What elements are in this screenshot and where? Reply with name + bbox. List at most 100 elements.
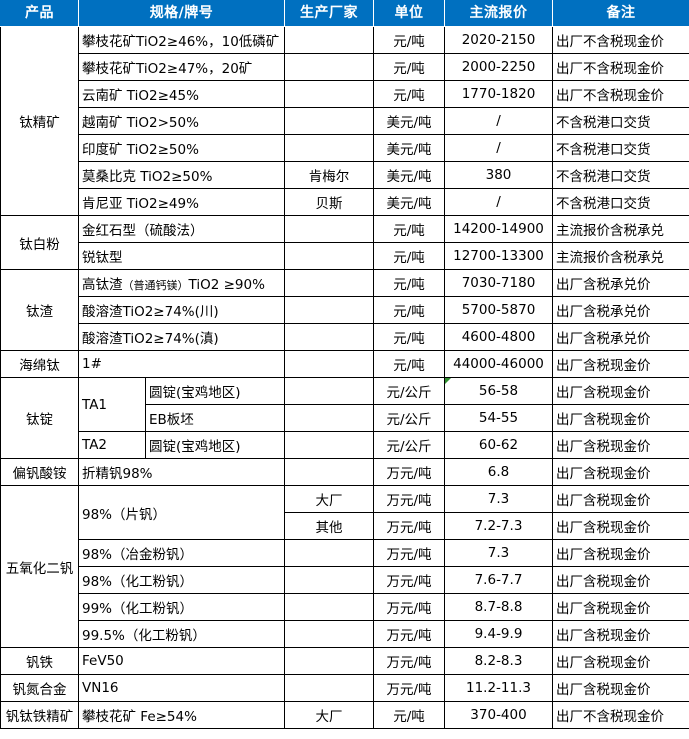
table-row: 云南矿 TiO2≥45% 元/吨 1770-1820 出厂不含税现金价 [1, 80, 689, 108]
table-row: 钛渣 高钛渣（普通钙镁）TiO2 ≥90% 元/吨 7030-7180 出厂含税承兑价 [0, 269, 689, 351]
unit-cell: 美元/吨 [373, 188, 445, 216]
spec-cell: 酸溶渣TiO2≥74%(滇) [78, 323, 285, 351]
product-name-cell: 偏钒酸铵 [0, 458, 79, 486]
remark-cell: 不含税港口交货 [552, 188, 689, 216]
unit-cell: 元/公斤 [373, 404, 445, 432]
manufacturer-cell: 肯梅尔 [284, 161, 374, 189]
remark-cell: 出厂含税承兑价 [552, 269, 689, 297]
price-cell: 4600-4800 [444, 323, 553, 351]
spec-cell: 圆锭(宝鸡地区) [145, 431, 285, 459]
unit-cell: 元/吨 [373, 80, 445, 108]
remark-cell: 出厂不含税现金价 [552, 80, 689, 108]
unit-cell: 万元/吨 [373, 593, 445, 621]
spec-qualifier: （普通钙镁） [122, 279, 189, 292]
spec-cell: 金红石型（硫酸法） [78, 215, 285, 243]
manufacturer-cell: 大厂 [284, 485, 374, 513]
manufacturer-cell [284, 566, 374, 594]
table-row: 钛精矿 攀枝花矿TiO2≥46%，10低磷矿 元/吨 2020-2150 出厂不含税现金… [0, 26, 689, 216]
unit-cell: 元/吨 [373, 215, 445, 243]
remark-cell: 出厂含税现金价 [552, 458, 689, 486]
remark-cell: 出厂含税现金价 [552, 620, 689, 648]
product-name-cell: 钒铁 [0, 647, 79, 675]
unit-cell: 元/公斤 [373, 431, 445, 459]
table-body: 钛精矿 攀枝花矿TiO2≥46%，10低磷矿 元/吨 2020-2150 出厂不含税现金… [0, 26, 689, 729]
column-header-price: 主流报价 [444, 0, 553, 27]
product-name-cell: 五氧化二钒 [0, 485, 79, 648]
unit-cell: 元/吨 [373, 350, 445, 378]
table-row: 98%（化工粉钒） 万元/吨 7.6-7.7 出厂含税现金价 [1, 566, 689, 594]
manufacturer-cell [284, 674, 374, 702]
product-name-cell: 钒钛铁精矿 [0, 701, 79, 729]
spec-cell: 越南矿 TiO2>50% [78, 107, 285, 135]
remark-cell: 不含税港口交货 [552, 107, 689, 135]
unit-cell: 万元/吨 [373, 620, 445, 648]
manufacturer-cell [284, 620, 374, 648]
manufacturer-cell [284, 269, 374, 297]
price-cell: 56-58 [444, 377, 553, 405]
price-cell: 5700-5870 [444, 296, 553, 324]
spec-cell: 云南矿 TiO2≥45% [78, 80, 285, 108]
unit-cell: 万元/吨 [373, 647, 445, 675]
table-row: 钛白粉 金红石型（硫酸法） 元/吨 14200-14900 主流报价含税承兑 [0, 215, 689, 270]
spec-main: 高钛渣 [82, 277, 123, 293]
table-row: 越南矿 TiO2>50% 美元/吨 / 不含税港口交货 [1, 107, 689, 135]
column-header-remark: 备注 [552, 0, 689, 27]
spec-cell: 98%（冶金粉钒） [78, 539, 285, 567]
spec-cell: FeV50 [78, 647, 285, 675]
remark-cell: 主流报价含税承兑 [552, 242, 689, 270]
remark-cell: 出厂含税现金价 [552, 674, 689, 702]
table-row: 98%（冶金粉钒） 万元/吨 7.3 出厂含税现金价 [1, 539, 689, 567]
unit-cell: 美元/吨 [373, 134, 445, 162]
price-cell: 8.2-8.3 [444, 647, 553, 675]
table-row: 99%（化工粉钒） 万元/吨 8.7-8.8 出厂含税现金价 [1, 593, 689, 621]
spec-cell: 1# [78, 350, 285, 378]
column-header-unit: 单位 [373, 0, 445, 27]
price-cell: / [444, 107, 553, 135]
header-row: 产品 规格/牌号 生产厂家 单位 主流报价 备注 [0, 0, 689, 27]
spec-cell: 莫桑比克 TiO2≥50% [78, 161, 285, 189]
table-row: 偏钒酸铵 折精钒98% 万元/吨 6.8 出厂含税现金价 [0, 458, 689, 486]
unit-cell: 万元/吨 [373, 458, 445, 486]
price-cell: 7.3 [444, 485, 553, 513]
unit-cell: 元/吨 [373, 296, 445, 324]
price-cell: 9.4-9.9 [444, 620, 553, 648]
price-cell: 370-400 [444, 701, 553, 729]
table-row: 印度矿 TiO2≥50% 美元/吨 / 不含税港口交货 [1, 134, 689, 162]
spec-cell: 99.5%（化工粉钒） [78, 620, 285, 648]
column-header-manufacturer: 生产厂家 [284, 0, 374, 27]
price-cell: 6.8 [444, 458, 553, 486]
manufacturer-cell [284, 134, 374, 162]
manufacturer-cell [284, 80, 374, 108]
remark-cell: 出厂不含税现金价 [552, 26, 689, 54]
manufacturer-cell [284, 26, 374, 54]
table-row: 酸溶渣TiO2≥74%(川) 元/吨 5700-5870 出厂含税承兑价 [1, 296, 689, 324]
price-cell: 12700-13300 [444, 242, 553, 270]
table-row: 其他 万元/吨 7.2-7.3 出厂含税现金价 [1, 512, 689, 540]
unit-cell: 美元/吨 [373, 107, 445, 135]
table-row: 莫桑比克 TiO2≥50% 肯梅尔 美元/吨 380 不含税港口交货 [1, 161, 689, 189]
spec-cell: 肯尼亚 TiO2≥49% [78, 188, 285, 216]
spec-cell: EB板坯 [145, 404, 285, 432]
price-cell: 1770-1820 [444, 80, 553, 108]
product-name-cell: 钛锭 [0, 377, 79, 459]
spec-tail: TiO2 ≥90% [188, 277, 265, 293]
product-name-cell: 海绵钛 [0, 350, 79, 378]
column-header-product: 产品 [0, 0, 79, 27]
manufacturer-cell [284, 350, 374, 378]
manufacturer-cell [284, 593, 374, 621]
unit-cell: 元/吨 [373, 26, 445, 54]
table-row: EB板坯 元/公斤 54-55 出厂含税现金价 [1, 404, 689, 432]
unit-cell: 元/吨 [373, 701, 445, 729]
unit-cell: 万元/吨 [373, 485, 445, 513]
product-name-cell: 钛白粉 [0, 215, 79, 270]
remark-cell: 出厂含税现金价 [552, 377, 689, 405]
spec-cell: 圆锭(宝鸡地区) [145, 377, 285, 405]
spec-cell: VN16 [78, 674, 285, 702]
grade-cell: TA2 [78, 431, 146, 459]
table-row: 肯尼亚 TiO2≥49% 贝斯 美元/吨 / 不含税港口交货 [1, 188, 689, 216]
spec-cell: 酸溶渣TiO2≥74%(川) [78, 296, 285, 324]
unit-cell: 万元/吨 [373, 512, 445, 540]
spec-cell: 折精钒98% [78, 458, 285, 486]
price-cell: 380 [444, 161, 553, 189]
table-row: 酸溶渣TiO2≥74%(滇) 元/吨 4600-4800 出厂含税承兑价 [1, 323, 689, 351]
